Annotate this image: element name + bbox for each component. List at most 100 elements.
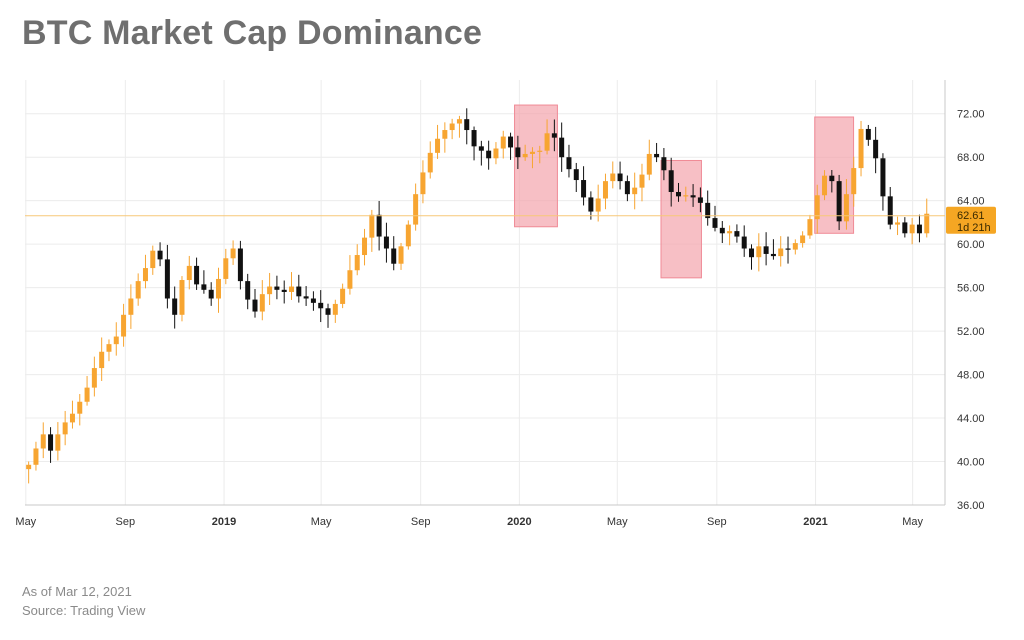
- candle-body: [135, 281, 141, 299]
- candle-body: [201, 284, 207, 290]
- candle-body: [347, 270, 353, 289]
- candle-body: [391, 248, 397, 264]
- page-title: BTC Market Cap Dominance: [22, 14, 483, 52]
- candle-body: [770, 253, 776, 257]
- candle-body: [471, 130, 477, 147]
- candle-body: [150, 250, 156, 269]
- candle-body: [223, 258, 229, 279]
- y-tick-label: 52.00: [957, 326, 985, 338]
- candle-body: [573, 169, 579, 181]
- candle-body: [99, 351, 105, 369]
- candle-body: [106, 344, 112, 352]
- candle-body: [712, 218, 718, 228]
- candle-body: [727, 231, 733, 234]
- candle-body: [55, 434, 61, 451]
- candle-body: [522, 153, 528, 158]
- candle-body: [113, 336, 119, 345]
- y-tick-label: 36.00: [957, 500, 985, 512]
- candle-body: [142, 268, 148, 282]
- candle-body: [632, 187, 638, 195]
- candle-body: [909, 224, 915, 234]
- candle-body: [310, 298, 316, 303]
- candle-body: [427, 152, 433, 173]
- candle-body: [588, 197, 594, 212]
- candle-body: [887, 196, 893, 225]
- y-tick-label: 64.00: [957, 196, 985, 208]
- candle-body: [617, 173, 623, 182]
- candle-body: [26, 464, 32, 470]
- y-tick-labels: 36.00 40.00 44.00 48.00 52.00 56.00 60.00 64.00…: [957, 109, 985, 512]
- candle-body: [873, 139, 879, 159]
- candle-body: [880, 158, 886, 197]
- candle-body: [157, 250, 163, 260]
- candle-body: [595, 198, 601, 212]
- candle-body: [602, 181, 608, 199]
- candle-body: [318, 302, 324, 309]
- x-tick-label: May: [15, 516, 36, 528]
- candle-body: [559, 137, 565, 158]
- candle-body: [128, 298, 134, 315]
- candle-body: [449, 123, 455, 131]
- candle-body: [77, 401, 83, 414]
- candle-body: [924, 213, 930, 234]
- as-of-note: As of Mar 12, 2021: [22, 584, 132, 599]
- candle-body: [376, 214, 382, 237]
- candle-body: [362, 237, 368, 256]
- x-tick-labels: May Sep 2019 May Sep 2020 May Sep 2021 May: [15, 516, 923, 528]
- candle-body: [296, 286, 302, 297]
- candle-body: [624, 181, 630, 195]
- candle-body: [442, 130, 448, 139]
- candle-body: [289, 286, 295, 292]
- candle-body: [252, 299, 258, 312]
- candle-body: [508, 136, 514, 148]
- candle-body: [683, 195, 689, 197]
- candle-body: [529, 151, 535, 154]
- highlight-boxes: [514, 104, 855, 279]
- x-tick-label: 2021: [803, 516, 827, 528]
- last-price-countdown: 1d 21h: [957, 222, 991, 234]
- candle-body: [478, 146, 484, 151]
- candle-body: [383, 236, 389, 249]
- axes: [25, 80, 946, 506]
- candle-body: [398, 246, 404, 264]
- candle-body: [354, 255, 360, 271]
- candle-body: [785, 248, 791, 250]
- candle-body: [654, 153, 660, 158]
- candle-body: [267, 286, 273, 295]
- candle-body: [91, 368, 97, 388]
- candle-body: [332, 303, 338, 315]
- candle-body: [829, 175, 835, 182]
- y-tick-label: 48.00: [957, 370, 985, 382]
- x-tick-label: May: [607, 516, 628, 528]
- y-tick-label: 40.00: [957, 457, 985, 469]
- candle-body: [792, 243, 798, 250]
- y-tick-label: 56.00: [957, 283, 985, 295]
- candle-body: [544, 133, 550, 151]
- candles: [26, 108, 930, 484]
- candle-body: [566, 157, 572, 170]
- candle-body: [836, 181, 842, 222]
- y-tick-label: 60.00: [957, 239, 985, 251]
- candle-body: [215, 278, 221, 299]
- candle-body: [551, 133, 557, 138]
- candle-body: [763, 246, 769, 254]
- candle-body: [500, 136, 506, 149]
- candle-body: [164, 259, 170, 299]
- candle-body: [245, 281, 251, 300]
- candle-body: [493, 148, 499, 159]
- candle-body: [464, 119, 470, 131]
- candle-body: [719, 227, 725, 234]
- source-note: Source: Trading View: [22, 603, 146, 618]
- candle-body: [172, 298, 178, 315]
- y-tick-label: 68.00: [957, 152, 985, 164]
- candle-body: [865, 128, 871, 140]
- candle-body: [237, 248, 243, 282]
- x-tick-label: Sep: [116, 516, 136, 528]
- candle-body: [369, 214, 375, 238]
- candle-body: [668, 170, 674, 192]
- candle-body: [208, 289, 214, 299]
- candle-body: [734, 231, 740, 237]
- candle-body: [800, 235, 806, 244]
